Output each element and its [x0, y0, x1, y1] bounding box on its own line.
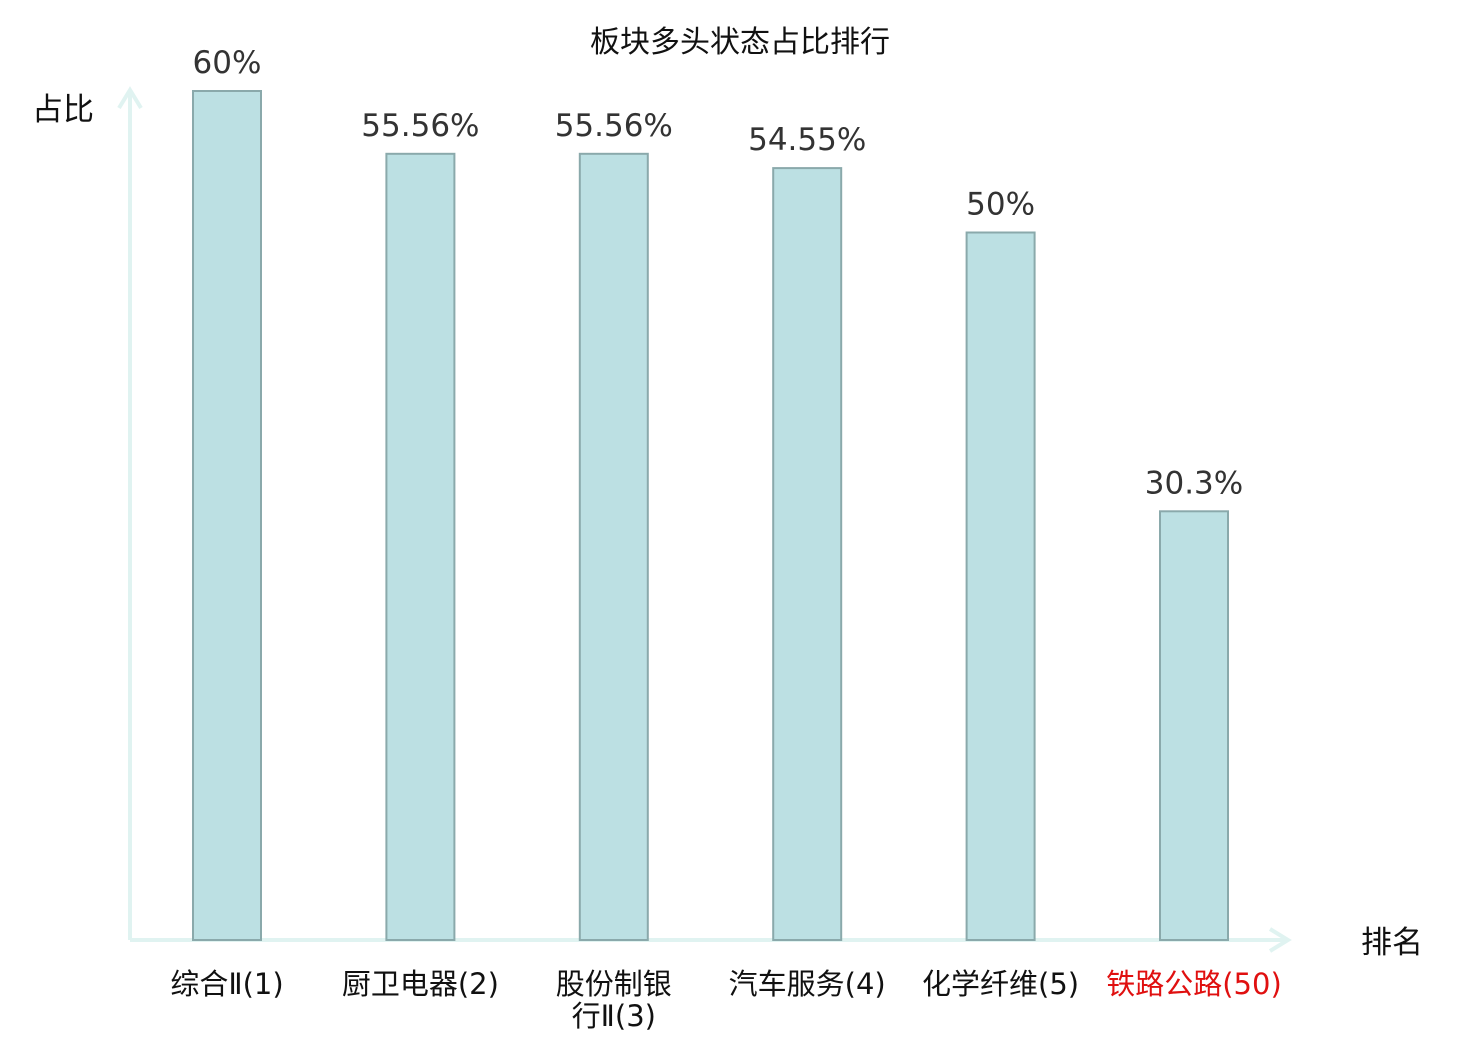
bar-4: [772, 167, 843, 942]
category-label-3-line-2: 行Ⅱ(3): [572, 999, 656, 1033]
bars-group: [192, 90, 1229, 942]
category-label-1: 综合Ⅱ(1): [170, 967, 283, 1001]
category-label-4: 汽车服务(4): [729, 967, 886, 1001]
bar-5: [965, 231, 1036, 941]
y-axis-label: 占比: [32, 92, 94, 128]
bar-6: [1159, 510, 1229, 941]
value-label-1: 60%: [193, 45, 262, 81]
value-labels-group: 60% 55.56% 55.56% 54.55% 50% 30.3%: [193, 45, 1244, 501]
value-label-2: 55.56%: [361, 108, 479, 144]
x-axis-label: 排名: [1361, 925, 1423, 961]
chart-title: 板块多头状态占比排行: [590, 25, 890, 60]
bar-1: [192, 90, 262, 941]
category-label-6: 铁路公路(50): [1106, 967, 1282, 1001]
category-label-5: 化学纤维(5): [922, 967, 1079, 1001]
category-label-2: 厨卫电器(2): [342, 967, 499, 1001]
bar-3: [578, 152, 649, 942]
category-label-3-line-1: 股份制银: [556, 967, 672, 1001]
value-label-3: 55.56%: [555, 108, 673, 144]
value-label-6: 30.3%: [1145, 465, 1243, 501]
x-axis-arrowhead: [1268, 927, 1292, 953]
value-label-4: 54.55%: [748, 122, 866, 158]
axes: [117, 86, 1292, 953]
bar-2: [385, 152, 456, 942]
y-axis-arrowhead: [117, 86, 143, 110]
value-label-5: 50%: [966, 187, 1035, 223]
